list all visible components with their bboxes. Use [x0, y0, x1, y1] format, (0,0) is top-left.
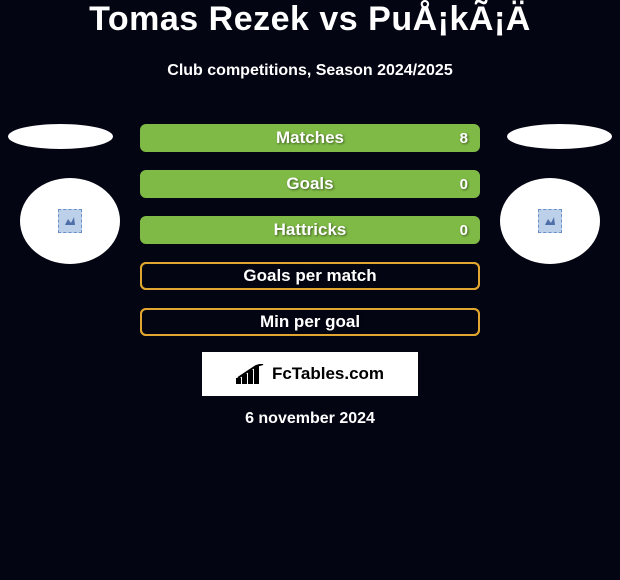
- club-placeholder-icon: [538, 209, 562, 233]
- date: 6 november 2024: [0, 410, 620, 428]
- stat-rows: Matches 8 Goals 0 Hattricks 0 Goals per …: [140, 124, 480, 354]
- stat-row-matches: Matches 8: [140, 124, 480, 152]
- page-title: Tomas Rezek vs PuÅ¡kÃ¡Ä: [0, 0, 620, 39]
- right-podium-shadow: [507, 124, 612, 149]
- stat-value: 0: [460, 222, 468, 239]
- stat-label: Matches: [276, 128, 344, 148]
- club-placeholder-icon: [58, 209, 82, 233]
- stat-label: Goals: [286, 174, 333, 194]
- fctables-icon: [236, 364, 266, 384]
- stat-row-goals-per-match: Goals per match: [140, 262, 480, 290]
- stat-value: 0: [460, 176, 468, 193]
- source-logo-text: FcTables.com: [272, 364, 384, 384]
- left-podium-shadow: [8, 124, 113, 149]
- stat-label: Hattricks: [274, 220, 347, 240]
- stat-row-hattricks: Hattricks 0: [140, 216, 480, 244]
- stat-label: Goals per match: [243, 266, 376, 286]
- source-logo: FcTables.com: [202, 352, 418, 396]
- stat-value: 8: [460, 130, 468, 147]
- stat-label: Min per goal: [260, 312, 360, 332]
- left-club-badge: [20, 178, 120, 264]
- stat-row-goals: Goals 0: [140, 170, 480, 198]
- right-club-badge: [500, 178, 600, 264]
- subtitle: Club competitions, Season 2024/2025: [0, 62, 620, 80]
- stat-row-min-per-goal: Min per goal: [140, 308, 480, 336]
